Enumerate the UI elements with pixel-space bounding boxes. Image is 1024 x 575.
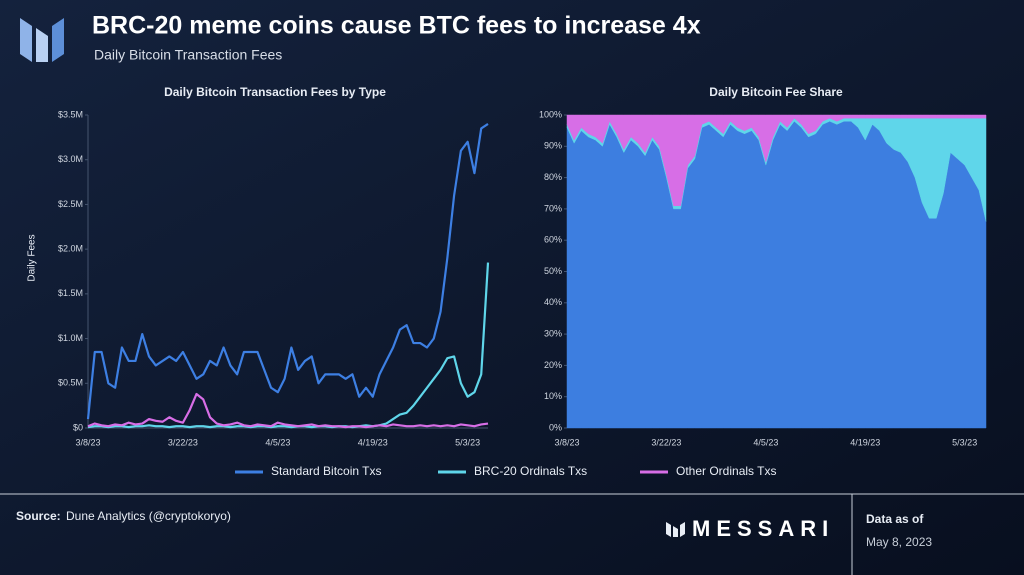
- y-tick-label: $0: [73, 422, 83, 432]
- y-tick-label: 30%: [544, 328, 562, 338]
- source-label: Source:: [16, 509, 61, 523]
- y-tick-label: $3.5M: [58, 109, 83, 119]
- line: [87, 392, 489, 429]
- date: May 8, 2023: [866, 535, 932, 549]
- brand-logo: [666, 522, 685, 537]
- title: BRC-20 meme coins cause BTC fees to incr…: [92, 12, 701, 40]
- brand: MESSARI: [692, 516, 834, 541]
- line: [87, 262, 490, 429]
- y-tick-label: 70%: [544, 203, 562, 213]
- y-tick-label: 90%: [544, 141, 562, 151]
- y-tick-label: $0.5M: [58, 378, 83, 388]
- y-tick-label: $1.0M: [58, 333, 83, 343]
- x-tick-label: 4/19/23: [850, 437, 880, 447]
- y-tick-label: 10%: [544, 391, 562, 401]
- legend-label: BRC-20 Ordinals Txs: [474, 464, 587, 478]
- y-tick-label: $3.0M: [58, 154, 83, 164]
- subtitle: Daily Bitcoin Transaction Fees: [94, 47, 282, 63]
- y-tick-label: 50%: [544, 266, 562, 276]
- x-tick-label: 4/5/23: [753, 437, 778, 447]
- y-tick-label: $2.0M: [58, 244, 83, 254]
- y-tick-label: 0%: [549, 422, 562, 432]
- x-tick-label: 3/8/23: [75, 437, 100, 447]
- x-tick-label: 4/5/23: [265, 437, 290, 447]
- area: [566, 114, 987, 207]
- x-tick-label: 3/22/23: [168, 437, 198, 447]
- date-label: Data as of: [866, 512, 924, 526]
- x-tick-label: 3/22/23: [651, 437, 681, 447]
- x-tick-label: 4/19/23: [358, 437, 388, 447]
- y-tick-label: $2.5M: [58, 199, 83, 209]
- y-axis-label: Daily Fees: [27, 234, 38, 281]
- y-tick-label: 20%: [544, 360, 562, 370]
- chart-title: Daily Bitcoin Fee Share: [709, 85, 843, 99]
- y-tick-label: 60%: [544, 235, 562, 245]
- x-tick-label: 5/3/23: [952, 437, 977, 447]
- line: [86, 123, 489, 420]
- legend-label: Other Ordinals Txs: [676, 464, 776, 478]
- legend-label: Standard Bitcoin Txs: [271, 464, 382, 478]
- source: Dune Analytics (@cryptokoryo): [66, 509, 231, 523]
- y-tick-label: 80%: [544, 172, 562, 182]
- x-tick-label: 5/3/23: [455, 437, 480, 447]
- x-tick-label: 3/8/23: [554, 437, 579, 447]
- y-tick-label: $1.5M: [58, 288, 83, 298]
- logo: [20, 18, 64, 62]
- y-tick-label: 40%: [544, 297, 562, 307]
- chart-title: Daily Bitcoin Transaction Fees by Type: [164, 85, 386, 99]
- y-tick-label: 100%: [539, 109, 562, 119]
